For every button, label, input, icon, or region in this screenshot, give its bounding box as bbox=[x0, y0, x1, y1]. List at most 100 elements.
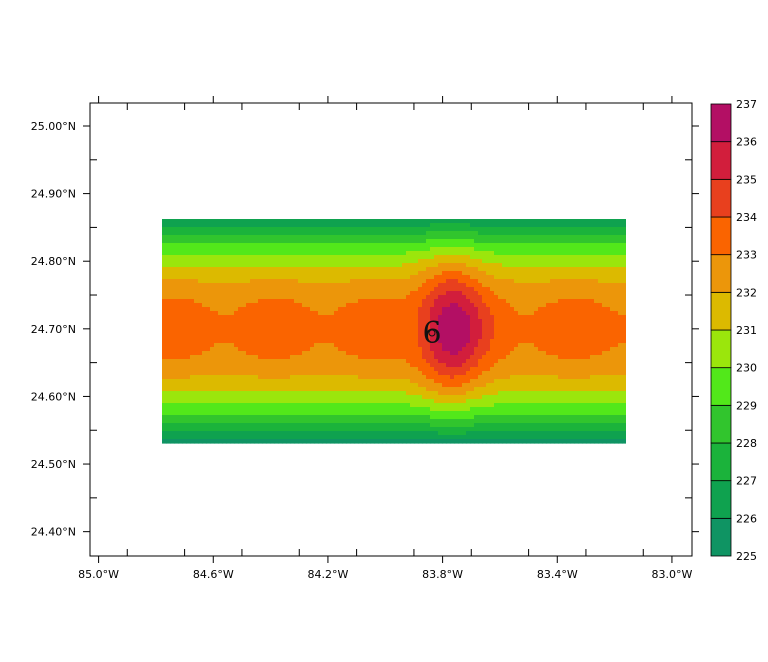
field-cell bbox=[270, 219, 275, 224]
field-cell bbox=[542, 275, 547, 280]
field-cell bbox=[606, 367, 611, 372]
field-cell bbox=[350, 307, 355, 312]
field-cell bbox=[322, 315, 327, 320]
field-cell bbox=[546, 263, 551, 268]
field-cell bbox=[514, 227, 519, 232]
field-cell bbox=[242, 299, 247, 304]
field-cell bbox=[342, 323, 347, 328]
field-cell bbox=[422, 255, 427, 260]
field-cell bbox=[330, 359, 335, 364]
field-cell bbox=[198, 343, 203, 348]
field-cell bbox=[350, 311, 355, 316]
field-cell bbox=[458, 343, 463, 348]
field-cell bbox=[334, 259, 339, 264]
field-cell bbox=[262, 331, 267, 336]
field-cell bbox=[258, 323, 263, 328]
field-cell bbox=[498, 295, 503, 300]
field-cell bbox=[342, 359, 347, 364]
field-cell bbox=[238, 267, 243, 272]
field-cell bbox=[570, 239, 575, 244]
field-cell bbox=[462, 271, 467, 276]
field-cell bbox=[470, 355, 475, 360]
field-cell bbox=[606, 335, 611, 340]
field-cell bbox=[294, 379, 299, 384]
field-cell bbox=[566, 295, 571, 300]
field-cell bbox=[418, 331, 423, 336]
field-cell bbox=[462, 379, 467, 384]
field-cell bbox=[434, 239, 439, 244]
field-cell bbox=[358, 375, 363, 380]
field-cell bbox=[258, 271, 263, 276]
field-cell bbox=[514, 303, 519, 308]
field-cell bbox=[466, 219, 471, 224]
field-cell bbox=[482, 347, 487, 352]
field-cell bbox=[534, 339, 539, 344]
field-cell bbox=[286, 275, 291, 280]
field-cell bbox=[450, 263, 455, 268]
field-cell bbox=[178, 251, 183, 256]
field-cell bbox=[546, 375, 551, 380]
field-cell bbox=[518, 363, 523, 368]
field-cell bbox=[186, 303, 191, 308]
field-cell bbox=[202, 227, 207, 232]
field-cell bbox=[206, 291, 211, 296]
field-cell bbox=[494, 359, 499, 364]
field-cell bbox=[510, 223, 515, 228]
field-cell bbox=[234, 251, 239, 256]
field-cell bbox=[234, 359, 239, 364]
field-cell bbox=[350, 379, 355, 384]
field-cell bbox=[258, 267, 263, 272]
field-cell bbox=[254, 343, 259, 348]
field-cell bbox=[570, 271, 575, 276]
field-cell bbox=[606, 347, 611, 352]
field-cell bbox=[226, 299, 231, 304]
field-cell bbox=[566, 371, 571, 376]
field-cell bbox=[186, 283, 191, 288]
field-cell bbox=[282, 239, 287, 244]
field-cell bbox=[310, 343, 315, 348]
field-cell bbox=[482, 283, 487, 288]
field-cell bbox=[282, 371, 287, 376]
field-cell bbox=[262, 283, 267, 288]
field-cell bbox=[418, 259, 423, 264]
field-cell bbox=[302, 271, 307, 276]
field-cell bbox=[522, 243, 527, 248]
field-cell bbox=[510, 307, 515, 312]
field-cell bbox=[362, 343, 367, 348]
field-cell bbox=[338, 291, 343, 296]
field-cell bbox=[370, 227, 375, 232]
field-cell bbox=[282, 351, 287, 356]
field-cell bbox=[242, 283, 247, 288]
field-cell bbox=[602, 359, 607, 364]
field-cell bbox=[294, 239, 299, 244]
field-cell bbox=[410, 371, 415, 376]
field-cell bbox=[166, 279, 171, 284]
field-cell bbox=[402, 315, 407, 320]
field-cell bbox=[470, 343, 475, 348]
field-cell bbox=[250, 303, 255, 308]
field-cell bbox=[506, 371, 511, 376]
field-cell bbox=[450, 347, 455, 352]
field-cell bbox=[590, 243, 595, 248]
field-cell bbox=[194, 227, 199, 232]
field-cell bbox=[582, 367, 587, 372]
field-cell bbox=[322, 303, 327, 308]
field-cell bbox=[310, 379, 315, 384]
field-cell bbox=[562, 331, 567, 336]
field-cell bbox=[430, 359, 435, 364]
field-cell bbox=[186, 351, 191, 356]
field-cell bbox=[494, 279, 499, 284]
field-cell bbox=[194, 231, 199, 236]
field-cell bbox=[430, 235, 435, 240]
field-cell bbox=[370, 347, 375, 352]
field-cell bbox=[334, 379, 339, 384]
field-cell bbox=[298, 375, 303, 380]
field-cell bbox=[334, 291, 339, 296]
field-cell bbox=[194, 375, 199, 380]
field-cell bbox=[590, 319, 595, 324]
field-cell bbox=[578, 375, 583, 380]
field-cell bbox=[422, 331, 427, 336]
field-cell bbox=[262, 267, 267, 272]
field-cell bbox=[242, 235, 247, 240]
field-cell bbox=[494, 307, 499, 312]
